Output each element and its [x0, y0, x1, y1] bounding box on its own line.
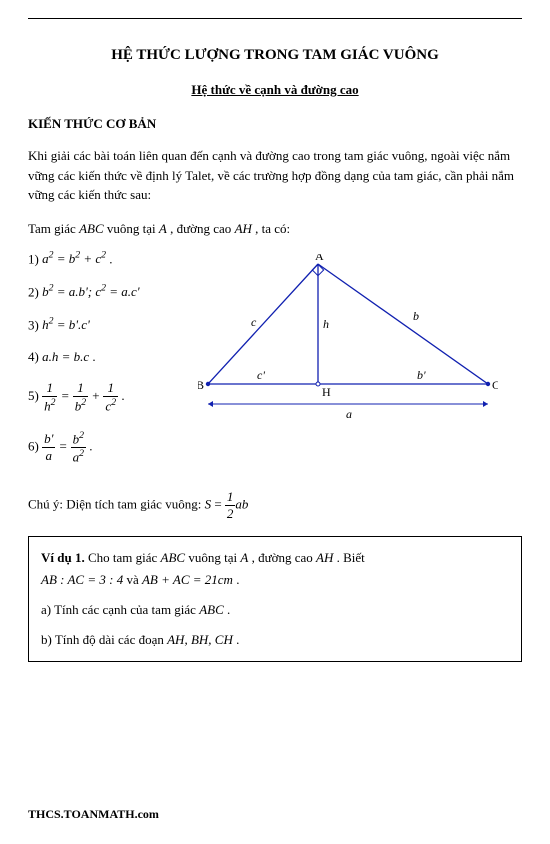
- svg-text:A: A: [315, 254, 324, 263]
- num: 2): [28, 284, 42, 299]
- formula-6: 6) b'a = b2a2 .: [28, 430, 198, 465]
- num: 5): [28, 388, 42, 403]
- note-label: Chú ý: Diện tích tam giác vuông:: [28, 496, 205, 511]
- num: 3): [28, 317, 42, 332]
- num: 4): [28, 349, 42, 364]
- formula-1: 1) a2 = b2 + c2 .: [28, 250, 198, 267]
- dot: .: [233, 632, 240, 647]
- formula-2: 2) b2 = a.b'; c2 = a.c': [28, 283, 198, 300]
- text: , đường cao: [167, 221, 235, 236]
- den: 2: [225, 506, 236, 522]
- num: 1: [225, 489, 236, 506]
- var-abc: ABC: [79, 221, 104, 236]
- top-rule: [28, 18, 522, 19]
- frac: b'a: [42, 431, 55, 463]
- svg-text:c': c': [257, 368, 265, 382]
- intro-paragraph: Khi giải các bài toán liên quan đến cạnh…: [28, 146, 522, 205]
- svg-text:b': b': [417, 368, 426, 382]
- ab: ab: [235, 496, 248, 511]
- formula-5: 5) 1h2 = 1b2 + 1c2 .: [28, 380, 198, 414]
- svg-text:c: c: [251, 315, 257, 329]
- footer: THCS.TOANMATH.com: [28, 807, 159, 822]
- plus: +: [91, 388, 103, 403]
- text: , ta có:: [252, 221, 290, 236]
- abc: ABC: [199, 602, 224, 617]
- section-heading: KIẾN THỨC CƠ BẢN: [28, 116, 522, 132]
- num: 6): [28, 438, 42, 453]
- svg-text:B: B: [198, 378, 204, 392]
- example-line1: Ví dụ 1. Cho tam giác ABC vuông tại A , …: [41, 547, 509, 591]
- area-note: Chú ý: Diện tích tam giác vuông: S = 12a…: [28, 489, 522, 522]
- subtitle: Hệ thức về cạnh và đường cao: [28, 82, 522, 98]
- t: vuông tại: [185, 550, 240, 565]
- svg-text:H: H: [322, 385, 331, 399]
- and: và: [123, 572, 142, 587]
- intro2-paragraph: Tam giác ABC vuông tại A , đường cao AH …: [28, 219, 522, 239]
- sum: AB + AC = 21cm: [142, 572, 233, 587]
- var-ah: AH: [235, 221, 252, 236]
- text: vuông tại: [104, 221, 159, 236]
- triangle-svg: A B C Hc b h c' b' a: [198, 254, 498, 424]
- ratio: AB : AC = 3 : 4: [41, 572, 123, 587]
- eq: =: [59, 438, 71, 453]
- frac: 1c2: [103, 380, 118, 414]
- ex-label: Ví dụ 1.: [41, 550, 85, 565]
- dot: .: [89, 438, 92, 453]
- t: b) Tính độ dài các đoạn: [41, 632, 167, 647]
- svg-text:b: b: [413, 309, 419, 323]
- eq: =: [211, 496, 225, 511]
- eq: =: [61, 388, 73, 403]
- dot: .: [233, 572, 240, 587]
- dot: .: [121, 388, 124, 403]
- t: , đường cao: [248, 550, 316, 565]
- example-line-a: a) Tính các cạnh của tam giác ABC .: [41, 599, 509, 621]
- var-a: A: [159, 221, 167, 236]
- svg-text:C: C: [492, 378, 498, 392]
- formula-list: 1) a2 = b2 + c2 . 2) b2 = a.b'; c2 = a.c…: [28, 250, 198, 481]
- frac: 1b2: [73, 380, 88, 414]
- text: Tam giác: [28, 221, 79, 236]
- t: a) Tính các cạnh của tam giác: [41, 602, 199, 617]
- ah: AH: [316, 550, 333, 565]
- eq: a.h = b.c: [42, 349, 89, 364]
- svg-text:h: h: [323, 317, 329, 331]
- eq: b2 = a.b'; c2 = a.c': [42, 284, 139, 299]
- abc: ABC: [161, 550, 186, 565]
- example-line-b: b) Tính độ dài các đoạn AH, BH, CH .: [41, 629, 509, 651]
- seg: AH, BH, CH: [167, 632, 233, 647]
- half: 12: [225, 489, 236, 522]
- svg-text:a: a: [346, 407, 352, 421]
- num: 1): [28, 251, 42, 266]
- dot: .: [224, 602, 231, 617]
- eq: h2 = b'.c': [42, 317, 90, 332]
- frac: b2a2: [71, 430, 86, 465]
- t: Cho tam giác: [85, 550, 161, 565]
- eq: a2 = b2 + c2: [42, 251, 106, 266]
- t: . Biết: [333, 550, 364, 565]
- frac: 1h2: [42, 380, 57, 414]
- example-box: Ví dụ 1. Cho tam giác ABC vuông tại A , …: [28, 536, 522, 662]
- main-title: HỆ THỨC LƯỢNG TRONG TAM GIÁC VUÔNG: [28, 47, 522, 64]
- triangle-diagram: A B C Hc b h c' b' a: [198, 254, 522, 428]
- content-row: 1) a2 = b2 + c2 . 2) b2 = a.b'; c2 = a.c…: [28, 250, 522, 481]
- formula-4: 4) a.h = b.c .: [28, 349, 198, 365]
- formula-3: 3) h2 = b'.c': [28, 316, 198, 333]
